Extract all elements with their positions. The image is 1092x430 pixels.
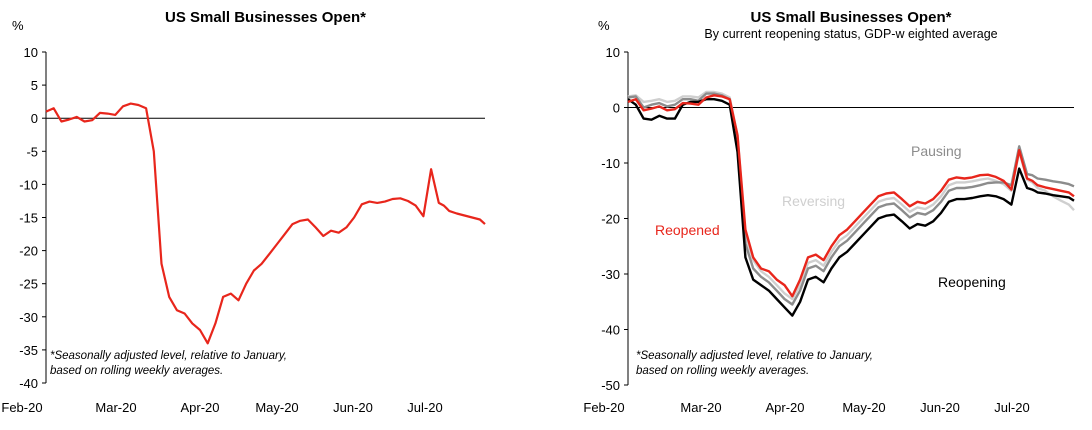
y-axis-unit-label: % [598, 18, 610, 33]
y-tick-label: -5 [26, 144, 38, 159]
y-tick-label: -30 [601, 267, 620, 282]
y-tick-label: -35 [19, 343, 38, 358]
series-line-pausing [627, 92, 1075, 306]
right-chart-panel: US Small Businesses Open* By current reop… [546, 0, 1092, 430]
series-label-reopened: Reopened [655, 222, 720, 238]
y-tick-label: -20 [19, 244, 38, 259]
y-tick-label: -50 [601, 378, 620, 393]
x-tick-label: Jul-20 [994, 400, 1029, 415]
series-label-reversing: Reversing [782, 193, 845, 209]
x-tick-label: May-20 [255, 400, 298, 415]
y-tick-label: 0 [613, 101, 620, 116]
chart-title: US Small Businesses Open* [165, 9, 366, 26]
y-tick-label: -10 [601, 156, 620, 171]
x-tick-label: Mar-20 [95, 400, 136, 415]
y-tick-label: 5 [31, 78, 38, 93]
series-label-pausing: Pausing [911, 143, 962, 159]
chart-title: US Small Businesses Open* [751, 9, 952, 26]
y-axis-unit-label: % [12, 18, 24, 33]
x-tick-label: Jul-20 [407, 400, 442, 415]
footnote-line: *Seasonally adjusted level, relative to … [50, 350, 287, 362]
y-tick-label: 10 [24, 45, 38, 60]
series-line-series-0 [45, 102, 486, 345]
footnote-line: based on rolling weekly averages. [636, 365, 809, 377]
x-tick-label: May-20 [842, 400, 885, 415]
x-tick-label: Feb-20 [1, 400, 42, 415]
y-tick-label: -20 [601, 212, 620, 227]
series-line-reopened [627, 94, 1075, 298]
footnote-line: *Seasonally adjusted level, relative to … [636, 350, 873, 362]
y-tick-label: -40 [19, 376, 38, 391]
x-tick-label: Apr-20 [765, 400, 804, 415]
footnote-line: based on rolling weekly averages. [50, 365, 223, 377]
y-tick-label: -30 [19, 310, 38, 325]
left-chart-panel: US Small Businesses Open*% 10 5 0 -5 -10 -15 -2… [1, 9, 486, 415]
y-tick-label: -15 [19, 211, 38, 226]
x-tick-label: Jun-20 [333, 400, 373, 415]
chart-subtitle: By current reopening status, GDP-w eight… [704, 27, 997, 41]
y-tick-label: -40 [601, 323, 620, 338]
x-tick-label: Apr-20 [180, 400, 219, 415]
right-line-chart: US Small Businesses Open*By current reop… [583, 9, 1075, 415]
series-line-reversing [627, 90, 1075, 301]
left-line-chart: US Small Businesses Open*%10 5 0 -5 -10 -15 -2… [1, 9, 486, 415]
x-tick-label: Mar-20 [680, 400, 721, 415]
y-tick-label: -10 [19, 177, 38, 192]
series-label-reopening: Reopening [938, 274, 1006, 290]
y-tick-label: 0 [31, 111, 38, 126]
x-tick-label: Feb-20 [583, 400, 624, 415]
x-tick-label: Jun-20 [920, 400, 960, 415]
y-tick-label: 10 [606, 45, 620, 60]
series-line-reopening [627, 97, 1075, 317]
y-tick-label: -25 [19, 277, 38, 292]
